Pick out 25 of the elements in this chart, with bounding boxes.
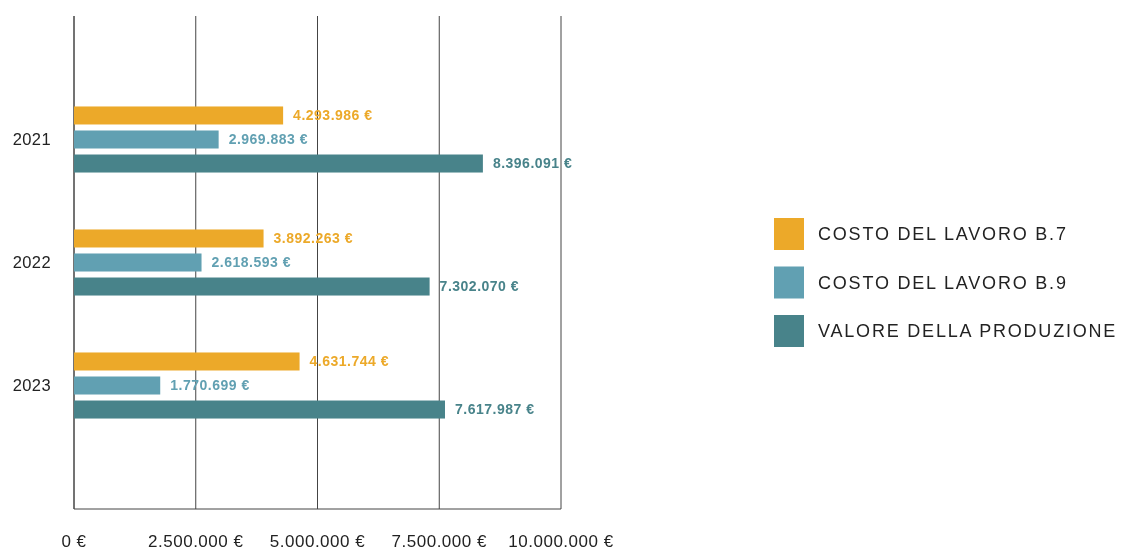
data-label: 7.302.070 € — [439, 278, 520, 295]
data-label: 2.969.883 € — [228, 131, 309, 148]
bar — [74, 400, 445, 419]
bar — [74, 229, 264, 248]
y-tick-label: 2022 — [12, 253, 51, 272]
bar — [74, 154, 483, 173]
x-tick-label: 2.500.000 € — [148, 531, 244, 549]
bar — [74, 277, 430, 296]
legend-label: COSTO DEL LAVORO B.9 — [818, 272, 1068, 293]
y-tick-label: 2021 — [12, 130, 51, 149]
data-label: 8.396.091 € — [492, 155, 573, 172]
data-label: 7.617.987 € — [455, 401, 535, 418]
x-tick-label: 0 € — [61, 531, 87, 549]
bar — [74, 253, 202, 272]
x-tick-label: 7.500.000 € — [391, 531, 487, 549]
x-tick-label: 10.000.000 € — [508, 531, 614, 549]
legend-label: VALORE DELLA PRODUZIONE — [818, 321, 1118, 342]
legend-label: COSTO DEL LAVORO B.7 — [818, 224, 1068, 245]
bar — [74, 130, 219, 149]
y-tick-label: 2023 — [12, 376, 51, 395]
bar — [74, 352, 300, 371]
bar — [74, 106, 284, 125]
data-label: 2.618.593 € — [211, 254, 291, 271]
x-tick-label: 5.000.000 € — [269, 531, 366, 549]
bar — [74, 376, 161, 395]
